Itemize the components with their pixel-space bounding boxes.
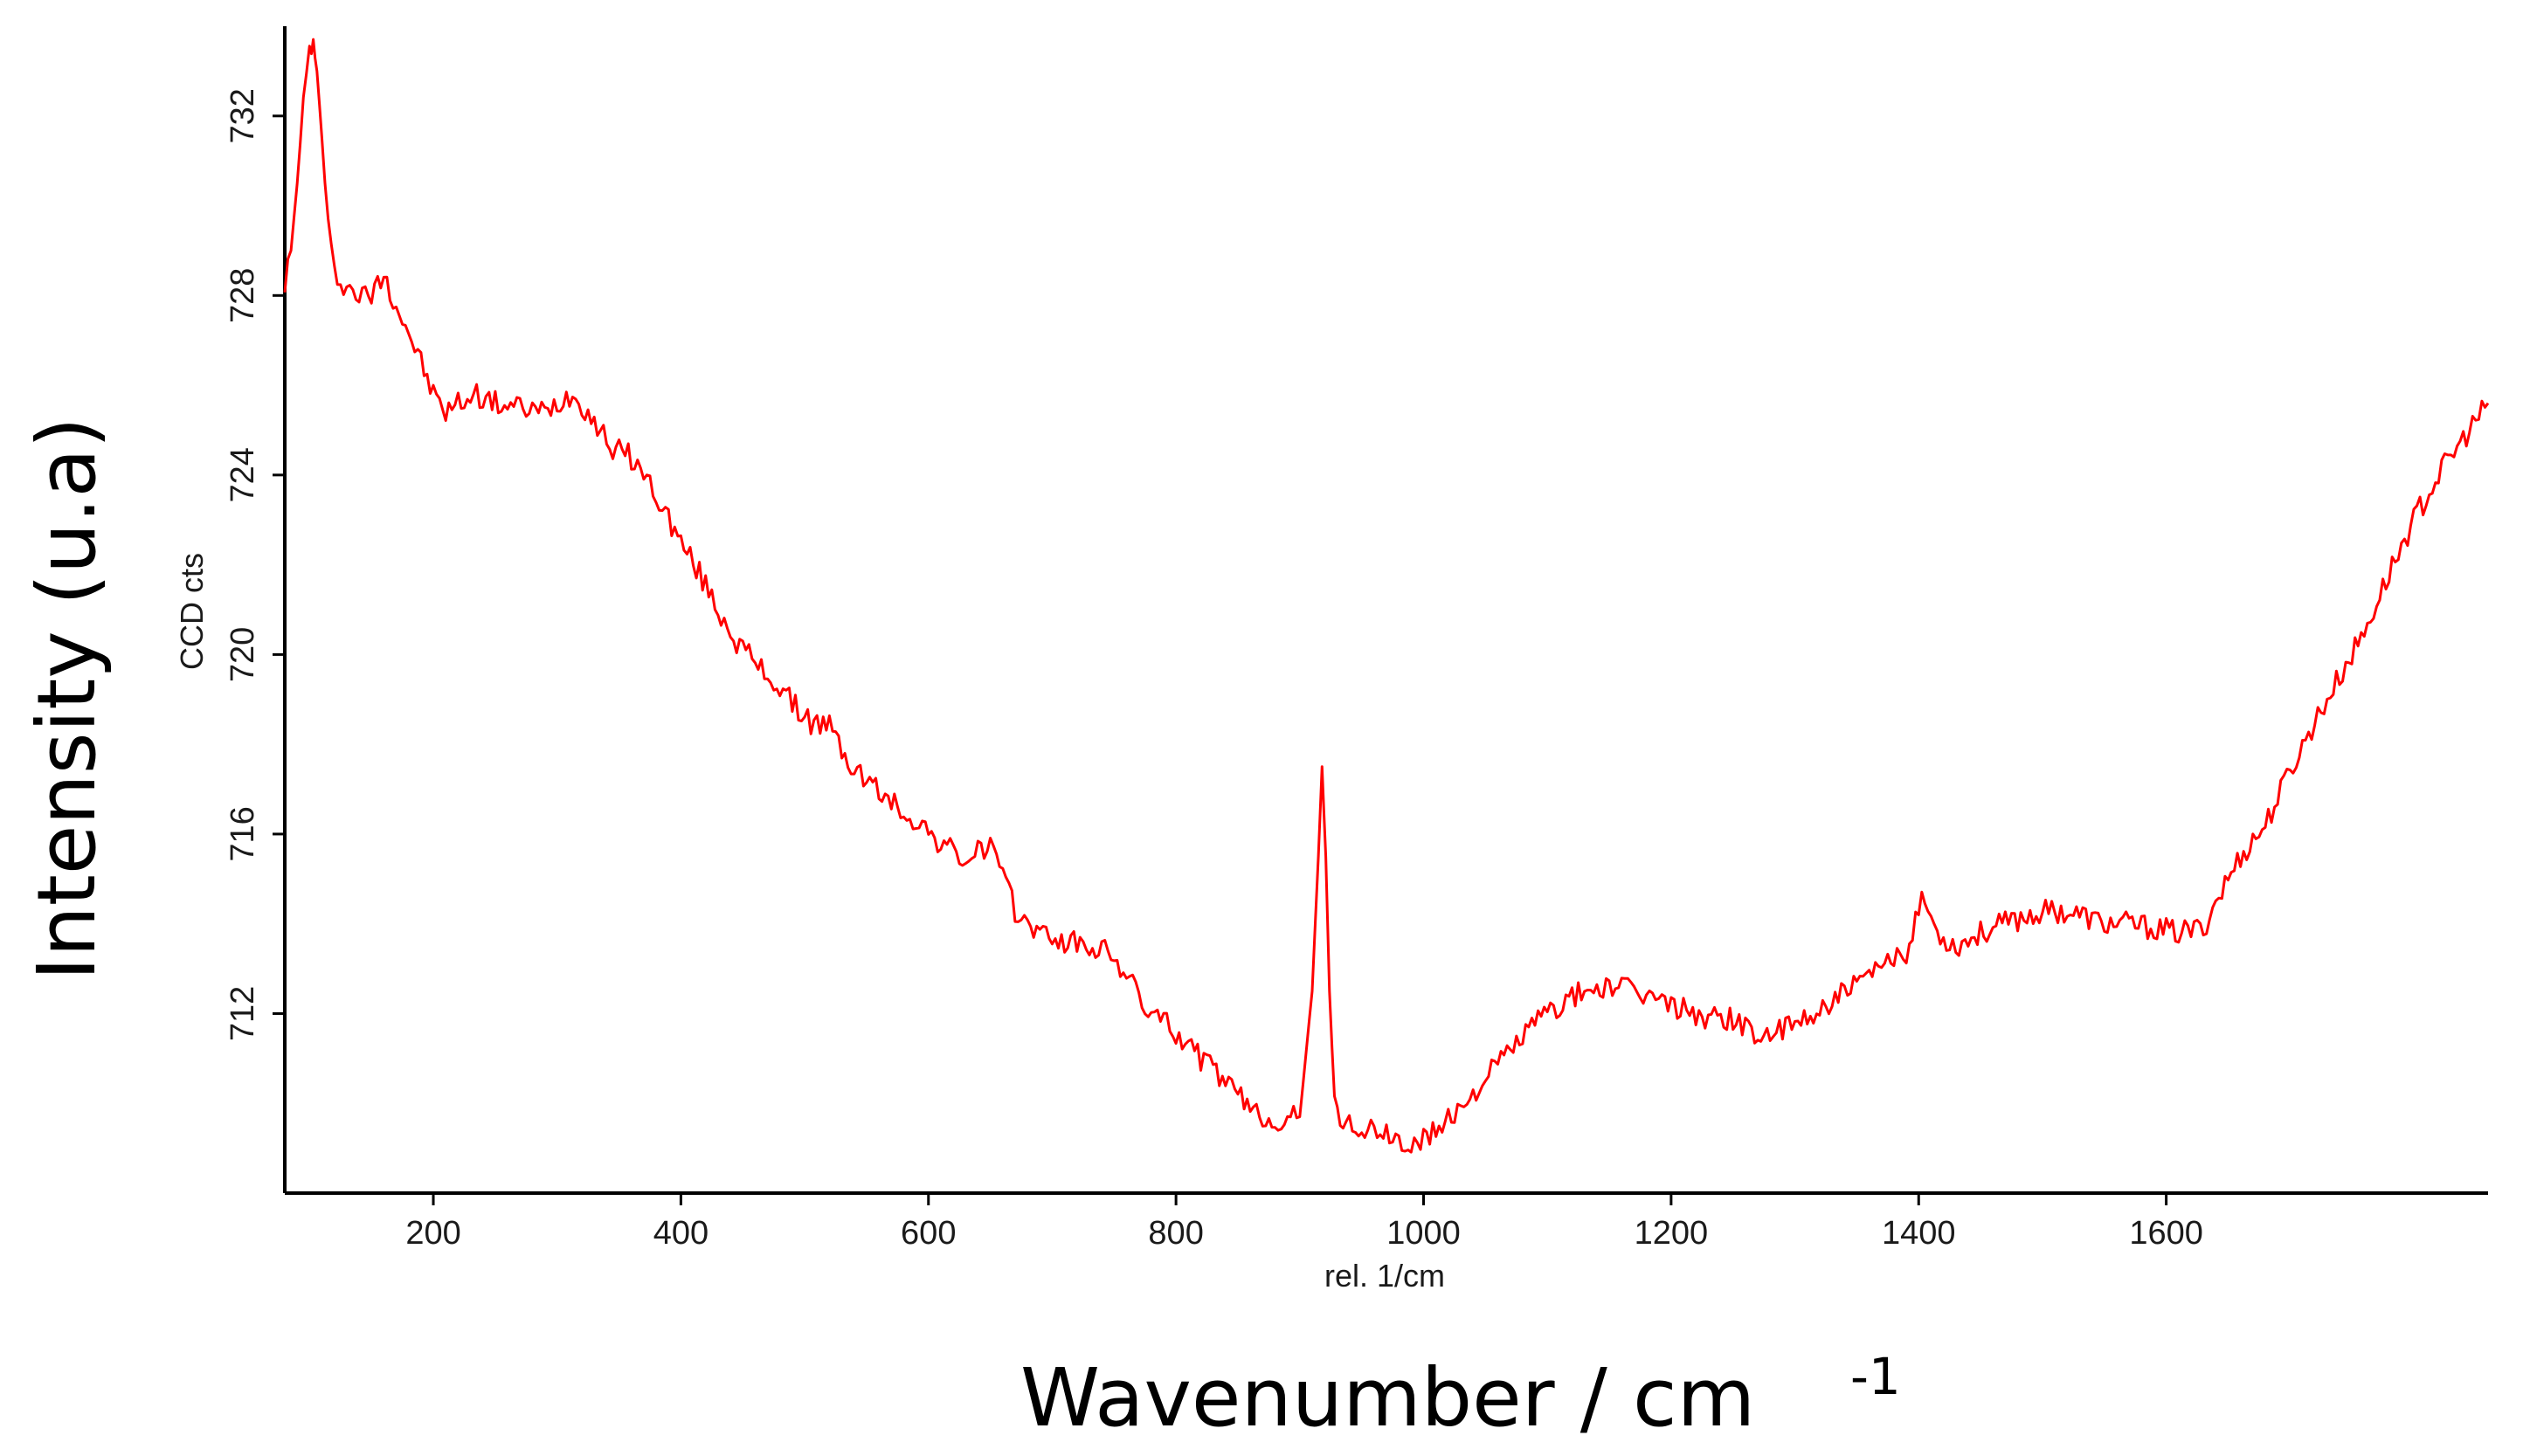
x-tick-label: 400 [653, 1215, 709, 1252]
outer-x-axis-label: Wavenumber / cm -1 [1020, 1347, 1901, 1445]
y-tick-label: 716 [225, 806, 261, 861]
inner-y-axis-label: CCD cts [174, 553, 210, 670]
x-tick-label: 1400 [1882, 1215, 1956, 1252]
y-tick-label: 720 [225, 627, 261, 682]
x-tick-label: 1000 [1386, 1215, 1461, 1252]
outer-x-axis-label-text: Wavenumber / cm [1020, 1351, 1755, 1445]
y-tick-label: 732 [225, 88, 261, 143]
y-tick-label: 724 [225, 447, 261, 502]
x-tick-label: 800 [1148, 1215, 1203, 1252]
inner-x-axis-label: rel. 1/cm [1324, 1258, 1445, 1294]
x-tick-label: 600 [901, 1215, 956, 1252]
outer-x-axis-label-superscript: -1 [1850, 1347, 1901, 1406]
outer-y-axis-label: Intensity (u.a) [20, 417, 114, 980]
ticks-layer: 200 400 600 800 1000 1200 1400 1600 712 716 720 724… [225, 88, 2203, 1252]
x-tick-label: 1600 [2129, 1215, 2203, 1252]
x-tick-label: 200 [405, 1215, 460, 1252]
axes-layer [283, 26, 2488, 1195]
series-layer [283, 38, 2490, 1154]
y-tick-label: 712 [225, 986, 261, 1041]
y-tick-label: 728 [225, 268, 261, 323]
x-tick-label: 1200 [1635, 1215, 1709, 1252]
spectrum-series-line [283, 38, 2490, 1154]
